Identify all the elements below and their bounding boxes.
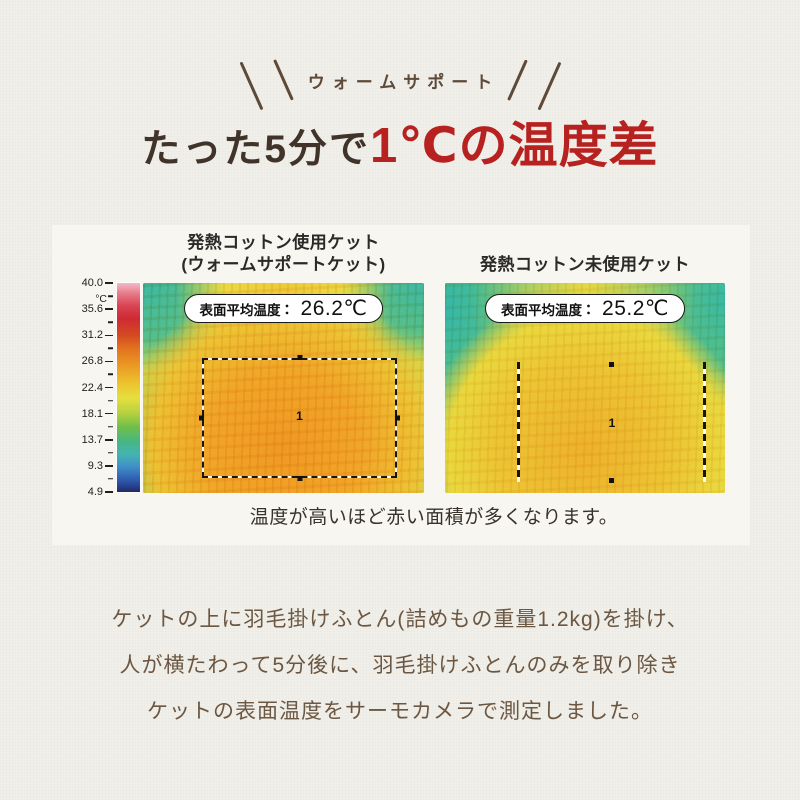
roi-tick [297,355,302,360]
temperature-colorbar [117,283,140,492]
scale-label: 22.4 [82,382,113,394]
scale-label: 9.3 [88,460,113,472]
title-prefix: たった5分で [141,128,371,171]
scale-label: 4.9 [88,486,113,498]
roi-tick [297,476,302,481]
measurement-description: ケットの上に羽毛掛けふとん(詰めもの重量1.2kg)を掛け、 人が横たわって5分… [0,597,800,735]
scale-label: 31.2 [82,329,113,341]
right-thermal-heading: 発熱コットン未使用ケット [445,254,725,276]
thermal-comparison-panel: 発熱コットン使用ケット (ウォームサポートケット) 発熱コットン未使用ケット 4… [52,225,750,545]
roi-number: 1 [608,416,616,430]
avg-temp-label: 表面平均温度 [501,302,583,318]
scale-unit: °C [95,293,107,305]
title-highlight: 1℃の温度差 [370,119,659,173]
description-line: 人が横たわって5分後に、羽毛掛けふとんのみを取り除き [119,654,681,677]
left-heading-line2: (ウォームサポートケット) [181,255,386,275]
dashed-roi-border [517,362,520,482]
description-line: ケットの上に羽毛掛けふとん(詰めもの重量1.2kg)を掛け、 [111,608,689,631]
avg-temp-separator: ： [585,300,600,317]
avg-temp-value: 26.2℃ [300,297,368,320]
scale-label: 26.8 [82,355,113,367]
scale-minor-tick [108,452,113,454]
scale-minor-tick [108,347,113,350]
measurement-area: 1 [199,355,400,481]
thermal-image-untreated: 1 表面平均温度 ： 25.2℃ [445,283,725,493]
badge-label: ウォームサポート [307,73,500,92]
scale-minor-tick [108,321,113,323]
avg-temp-label: 表面平均温度 [199,302,281,318]
roi-tick [199,415,204,421]
roi-tick [609,478,614,483]
dashed-roi-border [703,362,706,482]
scale-minor-tick [108,478,113,480]
avg-temp-pill: 表面平均温度 ： 25.2℃ [485,294,685,323]
panel-caption: 温度が高いほど赤い面積が多くなります。 [249,507,619,528]
scale-minor-tick [108,295,113,297]
scale-label: 13.7 [82,434,113,446]
left-heading-line1: 発熱コットン使用ケット [187,233,380,252]
scale-minor-tick [108,425,113,428]
scale-minor-tick [108,373,113,376]
avg-temp-pill: 表面平均温度 ： 26.2℃ [183,294,384,323]
scale-label: 35.6 [82,303,113,315]
scale-label: 40.0 [82,277,113,289]
scale-minor-tick [108,399,113,402]
roi-number: 1 [296,408,303,423]
page-title: たった5分で1℃の温度差 [0,106,800,177]
avg-temp-value: 25.2℃ [602,297,669,320]
description-line: ケットの表面温度をサーモカメラで測定しました。 [147,700,653,723]
roi-tick [395,415,400,421]
temperature-scale: 40.0 35.6 31.2 26.8 22.4 18.1 13.7 9.3 4.9 °C [60,277,140,498]
roi-tick [609,362,614,367]
right-heading-line1: 発熱コットン未使用ケット [480,255,690,274]
thermal-image-treated: 1 表面平均温度 ： 26.2℃ [143,283,424,493]
scale-label: 18.1 [82,408,113,420]
left-thermal-heading: 発熱コットン使用ケット (ウォームサポートケット) [143,232,424,277]
avg-temp-separator: ： [283,300,298,317]
scale-ticks: 40.0 35.6 31.2 26.8 22.4 18.1 13.7 9.3 4.9 [60,277,113,498]
